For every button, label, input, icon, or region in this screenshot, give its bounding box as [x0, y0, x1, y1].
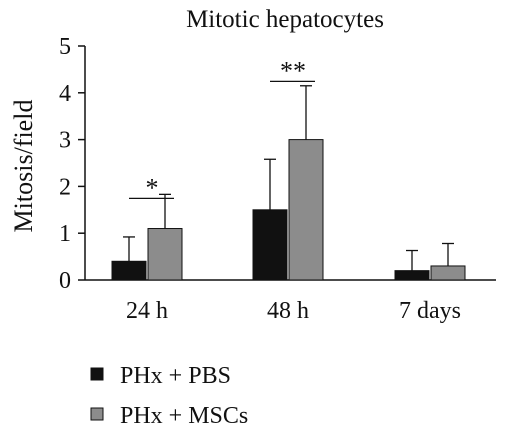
- bar-mscs: [430, 265, 466, 281]
- x-category-label: 48 h: [267, 298, 309, 324]
- x-category-label: 24 h: [126, 298, 168, 324]
- significance-marker: **: [280, 56, 306, 85]
- bar-pbs: [252, 209, 288, 281]
- bar-mscs: [147, 228, 183, 281]
- legend-label: PHx + MSCs: [120, 403, 248, 429]
- legend-swatch: [90, 367, 104, 381]
- chart-title: Mitotic hepatocytes: [186, 6, 384, 33]
- y-tick-label: 1: [59, 221, 71, 247]
- y-tick-label: 2: [59, 174, 71, 200]
- x-category-label: 7 days: [399, 298, 461, 324]
- legend-label: PHx + PBS: [120, 363, 231, 389]
- bar-pbs: [394, 270, 430, 281]
- bar-mscs: [288, 139, 324, 281]
- legend-swatch: [90, 407, 104, 421]
- significance-marker: *: [146, 173, 159, 202]
- y-tick-label: 5: [59, 34, 71, 60]
- y-tick-label: 4: [59, 81, 71, 107]
- bar-pbs: [111, 260, 147, 281]
- y-axis-label: Mitosis/field: [9, 100, 38, 233]
- y-tick-label: 3: [59, 128, 71, 154]
- y-tick-label: 0: [59, 268, 71, 294]
